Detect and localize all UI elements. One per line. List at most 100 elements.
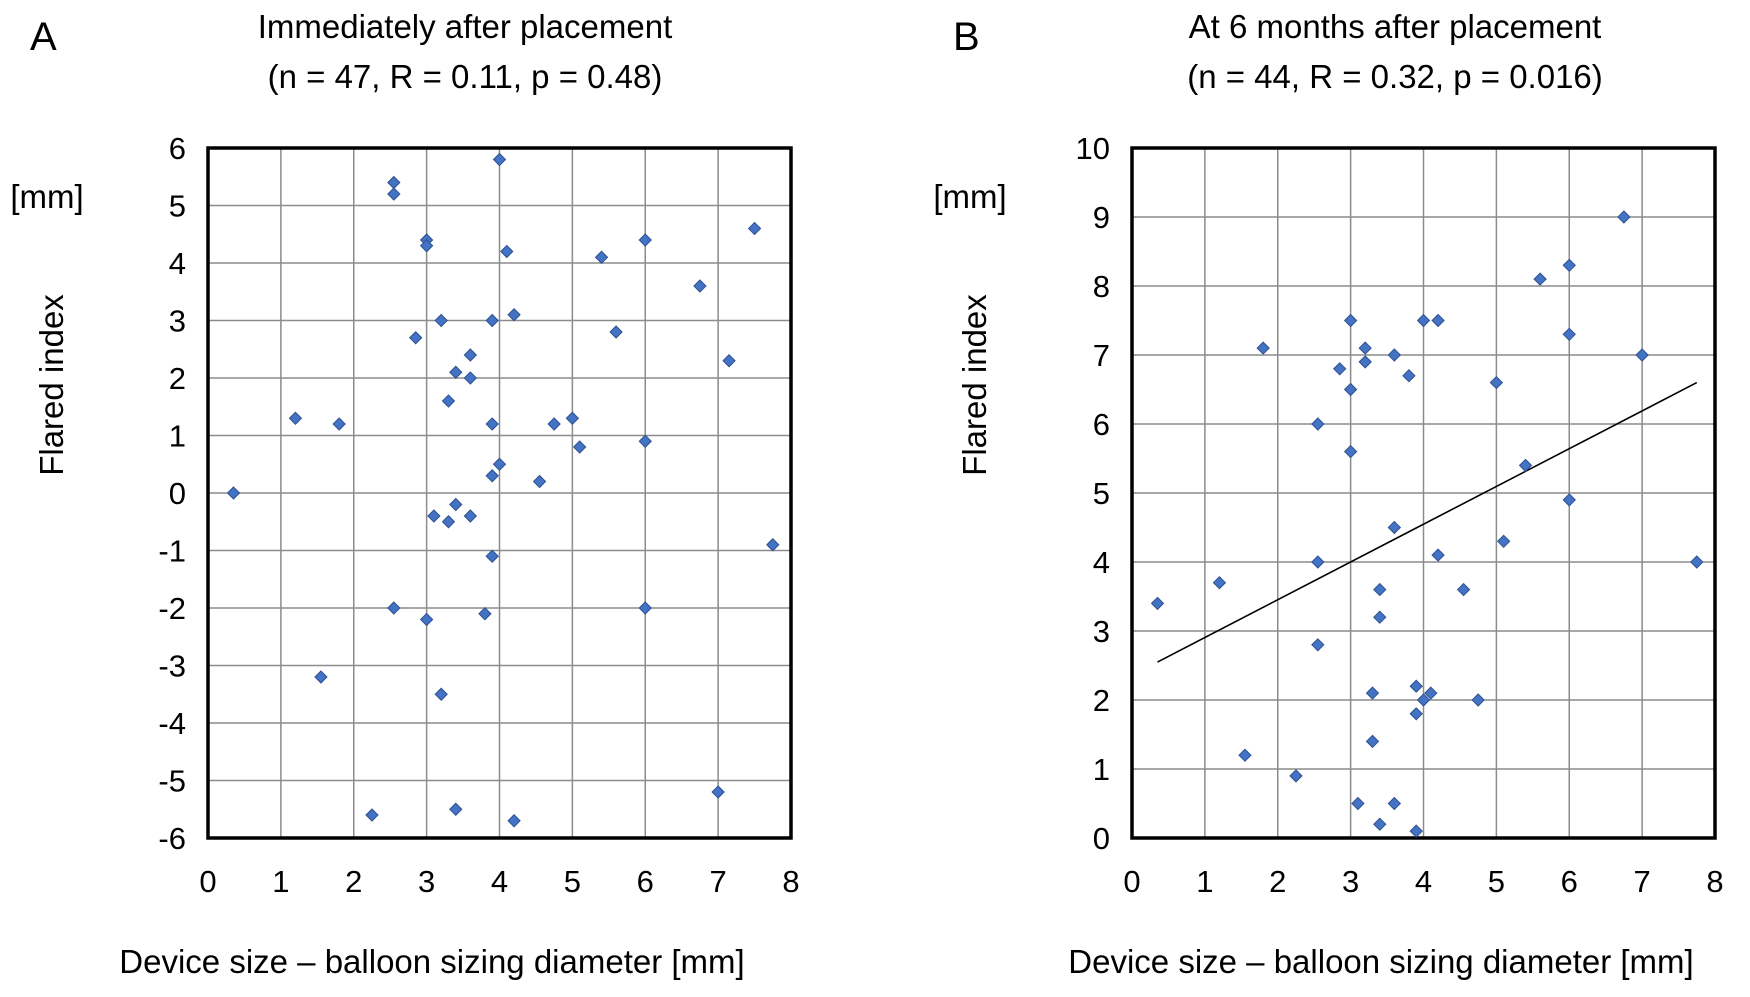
data-point	[1150, 596, 1165, 611]
y-tick-label: 10	[1076, 131, 1110, 166]
data-point	[419, 239, 434, 253]
data-point	[1489, 375, 1504, 390]
y-tick-label: 1	[1093, 752, 1110, 787]
y-axis-label: Flared index	[33, 294, 70, 476]
data-point	[693, 279, 707, 293]
data-point	[1311, 555, 1325, 569]
y-tick-label: 0	[1093, 821, 1110, 856]
data-point	[492, 152, 507, 167]
y-tick-label: 6	[169, 131, 186, 166]
data-point	[226, 486, 241, 500]
data-point	[747, 221, 762, 236]
data-point	[1635, 348, 1649, 362]
x-tick-label: 8	[1706, 864, 1723, 899]
data-points	[1150, 210, 1704, 838]
data-point	[1690, 555, 1704, 569]
data-point	[1562, 258, 1576, 273]
x-tick-label: 4	[1415, 864, 1432, 899]
data-point	[1238, 748, 1252, 762]
data-point	[288, 411, 303, 425]
y-tick-label: 3	[169, 304, 186, 339]
data-point	[1402, 368, 1416, 383]
y-tick-label: 3	[1093, 614, 1110, 649]
data-point	[1416, 313, 1431, 328]
panel-label: B	[953, 15, 980, 59]
data-point	[419, 612, 434, 627]
gridlines	[207, 147, 792, 839]
data-point	[1358, 341, 1372, 355]
data-point	[507, 308, 521, 322]
y-tick-label: 1	[169, 419, 186, 454]
plot-frame	[1130, 146, 1717, 840]
x-tick-label: 8	[782, 864, 799, 899]
data-point	[638, 233, 652, 247]
data-point	[1343, 382, 1358, 397]
data-point	[492, 457, 507, 471]
data-point	[507, 814, 521, 828]
chart-subtitle: (n = 47, R = 0.11, p = 0.48)	[268, 58, 663, 95]
data-point	[609, 325, 623, 339]
data-point	[1373, 582, 1387, 597]
y-tick-label: 4	[169, 246, 186, 281]
data-point	[478, 607, 492, 621]
chart-panel-a: A Immediately after placement (n = 47, R =…	[10, 8, 799, 980]
y-tick-label: 7	[1093, 338, 1110, 373]
y-tick-label: -5	[158, 764, 186, 799]
data-point	[500, 244, 514, 259]
y-tick-label: 2	[169, 361, 186, 396]
data-point	[1431, 313, 1445, 328]
chart-subtitle: (n = 44, R = 0.32, p = 0.016)	[1187, 58, 1603, 95]
data-point	[434, 313, 448, 328]
data-point	[1431, 548, 1445, 562]
data-point	[387, 175, 401, 190]
x-tick-label: 5	[1488, 864, 1505, 899]
data-point	[1311, 417, 1325, 431]
data-point	[1332, 362, 1347, 376]
data-point	[1518, 458, 1533, 473]
gridlines	[1131, 147, 1716, 839]
x-tick-label: 4	[491, 864, 508, 899]
data-point	[638, 434, 652, 448]
data-point	[441, 515, 456, 529]
data-point	[1562, 493, 1576, 507]
data-point	[463, 509, 478, 523]
x-tick-label: 0	[1123, 864, 1140, 899]
x-tick-label: 7	[1634, 864, 1651, 899]
x-tick-label: 2	[345, 864, 362, 899]
data-point	[441, 394, 456, 408]
data-point	[1471, 693, 1485, 707]
data-point	[1424, 686, 1438, 700]
y-tick-label: -3	[158, 649, 186, 684]
data-point	[638, 601, 652, 615]
chart-title: Immediately after placement	[258, 8, 673, 45]
y-tick-label: 5	[1093, 476, 1110, 511]
plot-frame	[206, 146, 793, 840]
y-tick-label: 8	[1093, 269, 1110, 304]
data-point	[711, 785, 725, 799]
data-point	[1562, 327, 1576, 342]
panel-label: A	[30, 15, 57, 59]
y-axis-unit: [mm]	[10, 178, 83, 215]
data-point	[387, 601, 401, 615]
scatter-chart-a: A Immediately after placement (n = 47, R =…	[10, 8, 799, 980]
y-axis-unit: [mm]	[933, 178, 1006, 215]
x-tick-label: 1	[272, 864, 289, 899]
y-axis-label: Flared index	[956, 294, 993, 476]
data-point	[1409, 707, 1423, 721]
x-tick-label: 3	[418, 864, 435, 899]
data-point	[463, 348, 478, 362]
data-point	[1343, 444, 1358, 459]
data-point	[1351, 796, 1365, 811]
data-point	[1387, 348, 1402, 362]
y-tick-label: 6	[1093, 407, 1110, 442]
y-tick-label: -4	[158, 706, 186, 741]
x-tick-label: 0	[199, 864, 216, 899]
data-point	[1373, 610, 1387, 624]
data-point	[434, 687, 448, 701]
y-tick-label: 0	[169, 476, 186, 511]
trend-line	[1157, 381, 1698, 663]
data-point	[1409, 824, 1423, 838]
data-point	[1387, 520, 1402, 535]
data-point	[565, 411, 580, 425]
data-point	[572, 440, 587, 454]
